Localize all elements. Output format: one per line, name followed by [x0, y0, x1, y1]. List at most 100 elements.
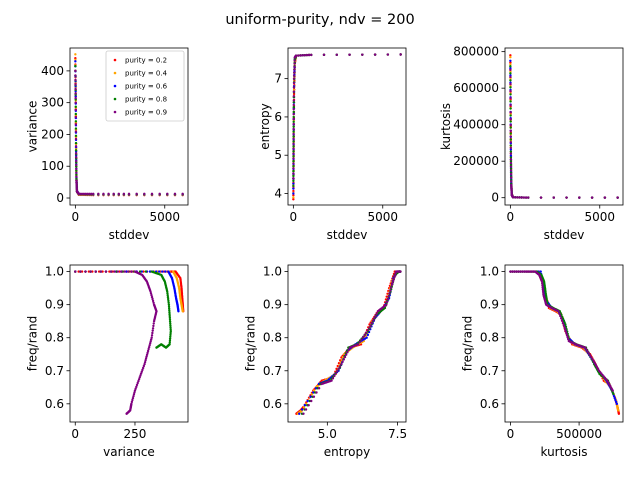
data-point — [392, 277, 395, 281]
data-point — [169, 331, 172, 335]
data-point — [541, 289, 545, 293]
data-point — [509, 176, 513, 179]
x-tick-label: 5000 — [149, 210, 180, 224]
data-point — [590, 196, 594, 199]
y-tick-label: 0 — [56, 191, 64, 205]
data-point — [559, 314, 562, 318]
data-point — [74, 53, 77, 56]
data-point — [147, 347, 150, 351]
legend-marker — [113, 97, 117, 101]
data-point — [566, 336, 569, 339]
y-tick-label: 0.9 — [45, 298, 64, 312]
data-point — [74, 149, 78, 152]
data-point — [617, 412, 621, 415]
data-point — [307, 404, 310, 407]
data-point — [152, 324, 155, 328]
axes-frame — [504, 264, 624, 423]
data-point — [365, 336, 368, 339]
data-point — [509, 135, 512, 138]
data-point — [292, 117, 295, 121]
y-tick-label: 200 — [41, 127, 64, 141]
data-point — [292, 164, 295, 168]
data-point — [94, 270, 97, 273]
data-point — [90, 192, 93, 196]
series — [74, 69, 184, 196]
data-point — [293, 71, 296, 74]
y-axis-label: freq/rand — [243, 316, 257, 371]
data-point — [168, 316, 172, 320]
data-point — [74, 127, 78, 130]
data-point — [292, 140, 295, 143]
data-point — [292, 105, 296, 109]
data-point — [137, 379, 140, 383]
data-point — [168, 312, 171, 316]
data-point — [79, 192, 83, 196]
data-point — [74, 270, 77, 273]
data-point — [564, 328, 567, 331]
data-point — [144, 359, 147, 362]
data-point — [292, 135, 295, 138]
data-point — [177, 310, 180, 313]
data-point — [292, 108, 295, 111]
data-point — [167, 307, 171, 310]
data-point — [509, 161, 513, 165]
data-point — [149, 292, 153, 295]
data-point — [149, 290, 152, 293]
data-point — [141, 366, 145, 370]
x-tick-label: 0 — [507, 210, 515, 224]
data-point — [292, 155, 295, 158]
data-point — [341, 360, 344, 363]
subplot-4: 0 250 0.6 0.7 0.8 0.9 1.0 variance freq/rand — [25, 264, 189, 459]
data-point — [164, 270, 167, 273]
data-point — [167, 305, 171, 308]
data-point — [74, 156, 78, 159]
data-point — [564, 330, 568, 333]
legend-label: purity = 0.9 — [125, 109, 167, 117]
data-point — [74, 69, 77, 73]
legend-entry: purity = 0.2 — [113, 57, 167, 65]
data-point — [166, 290, 169, 293]
data-point — [292, 162, 295, 165]
data-point — [375, 312, 378, 315]
data-point — [307, 53, 311, 57]
data-point — [74, 112, 78, 116]
data-points — [292, 53, 402, 201]
x-tick-label: 5000 — [584, 210, 615, 224]
x-axis-label: stddev — [327, 228, 368, 242]
data-point — [509, 89, 512, 93]
y-tick-label: 200000 — [453, 154, 499, 168]
data-point — [169, 322, 172, 325]
data-point — [107, 192, 110, 196]
data-point — [302, 405, 306, 409]
data-point — [386, 53, 390, 56]
data-point — [509, 96, 512, 100]
data-point — [520, 196, 523, 199]
data-point — [617, 409, 620, 412]
subplot-3: 0 5000 0 200000 400000 600000 800000 stddev kurt… — [439, 45, 624, 242]
data-point — [603, 196, 607, 199]
data-point — [292, 187, 295, 190]
data-point — [181, 310, 184, 313]
data-point — [140, 370, 143, 373]
data-point — [112, 192, 115, 196]
data-point — [522, 196, 526, 199]
data-point — [391, 279, 395, 283]
data-point — [585, 348, 588, 351]
data-point — [135, 383, 139, 387]
data-point — [560, 319, 564, 322]
data-point — [294, 54, 298, 57]
series — [74, 270, 158, 415]
data-point — [559, 317, 563, 320]
data-point — [292, 130, 295, 133]
y-tick-label: 6 — [274, 110, 282, 124]
data-point — [509, 59, 512, 62]
x-tick-label: 250 — [124, 427, 147, 441]
series — [292, 53, 402, 180]
data-point — [292, 196, 295, 199]
data-point — [120, 270, 123, 273]
data-point — [542, 291, 545, 295]
x-tick-label: 0 — [71, 427, 79, 441]
data-point — [338, 365, 342, 368]
y-tick-label: 0 — [491, 191, 499, 205]
